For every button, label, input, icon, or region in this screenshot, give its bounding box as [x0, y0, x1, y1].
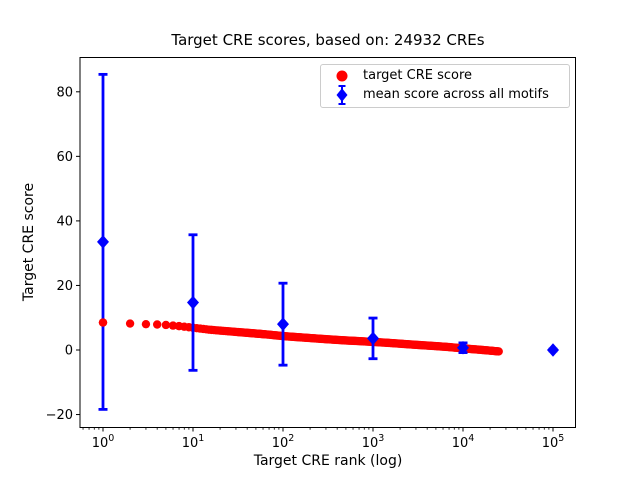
- blue-diamond-point: [187, 295, 199, 310]
- x-tick-label: 104: [452, 433, 475, 451]
- y-tick-label: 0: [65, 344, 73, 359]
- red-data-point: [152, 320, 162, 329]
- x-tick-label: 101: [182, 433, 205, 451]
- y-tick-label: 40: [56, 214, 73, 229]
- blue-diamond-point: [457, 340, 469, 355]
- blue-diamond-point: [277, 317, 289, 331]
- x-tick-label: 102: [272, 433, 295, 451]
- x-tick-label: 103: [362, 433, 385, 451]
- y-axis-label-text: Target CRE score: [21, 182, 37, 302]
- blue-diamond-point: [367, 331, 379, 346]
- blue-diamond-point: [97, 235, 109, 249]
- legend-box: target CRE score mean score across all m…: [320, 64, 570, 108]
- legend-item-mean-score: mean score across all motifs: [321, 84, 569, 105]
- red-data-point: [125, 319, 135, 328]
- red-data-point: [494, 347, 503, 356]
- axes-frame: [79, 57, 576, 428]
- blue-diamond-point: [547, 343, 559, 357]
- chart-title: Target CRE scores, based on: 24932 CREs: [171, 31, 485, 49]
- legend-blue-diamond: [336, 87, 348, 102]
- legend-item-target-cre-score: target CRE score: [321, 67, 569, 84]
- x-tick-label: 100: [92, 433, 115, 451]
- x-axis-label: Target CRE rank (log): [253, 453, 403, 469]
- legend-red-dot: [336, 70, 348, 81]
- y-tick-label: 60: [56, 150, 73, 165]
- red-data-point: [141, 319, 151, 329]
- legend-label: mean score across all motifs: [363, 87, 549, 102]
- blue-diamond-errorbar-icon: [321, 84, 363, 106]
- red-data-point-rank1: [98, 318, 108, 327]
- y-tick-label: 20: [56, 279, 73, 294]
- legend-label: target CRE score: [363, 68, 473, 83]
- red-data-point: [168, 321, 178, 330]
- y-tick-label: −20: [46, 408, 73, 423]
- red-circle-icon: [321, 68, 363, 84]
- x-tick-label: 105: [542, 433, 565, 451]
- y-tick-label: 80: [56, 85, 73, 100]
- red-data-point: [161, 320, 171, 330]
